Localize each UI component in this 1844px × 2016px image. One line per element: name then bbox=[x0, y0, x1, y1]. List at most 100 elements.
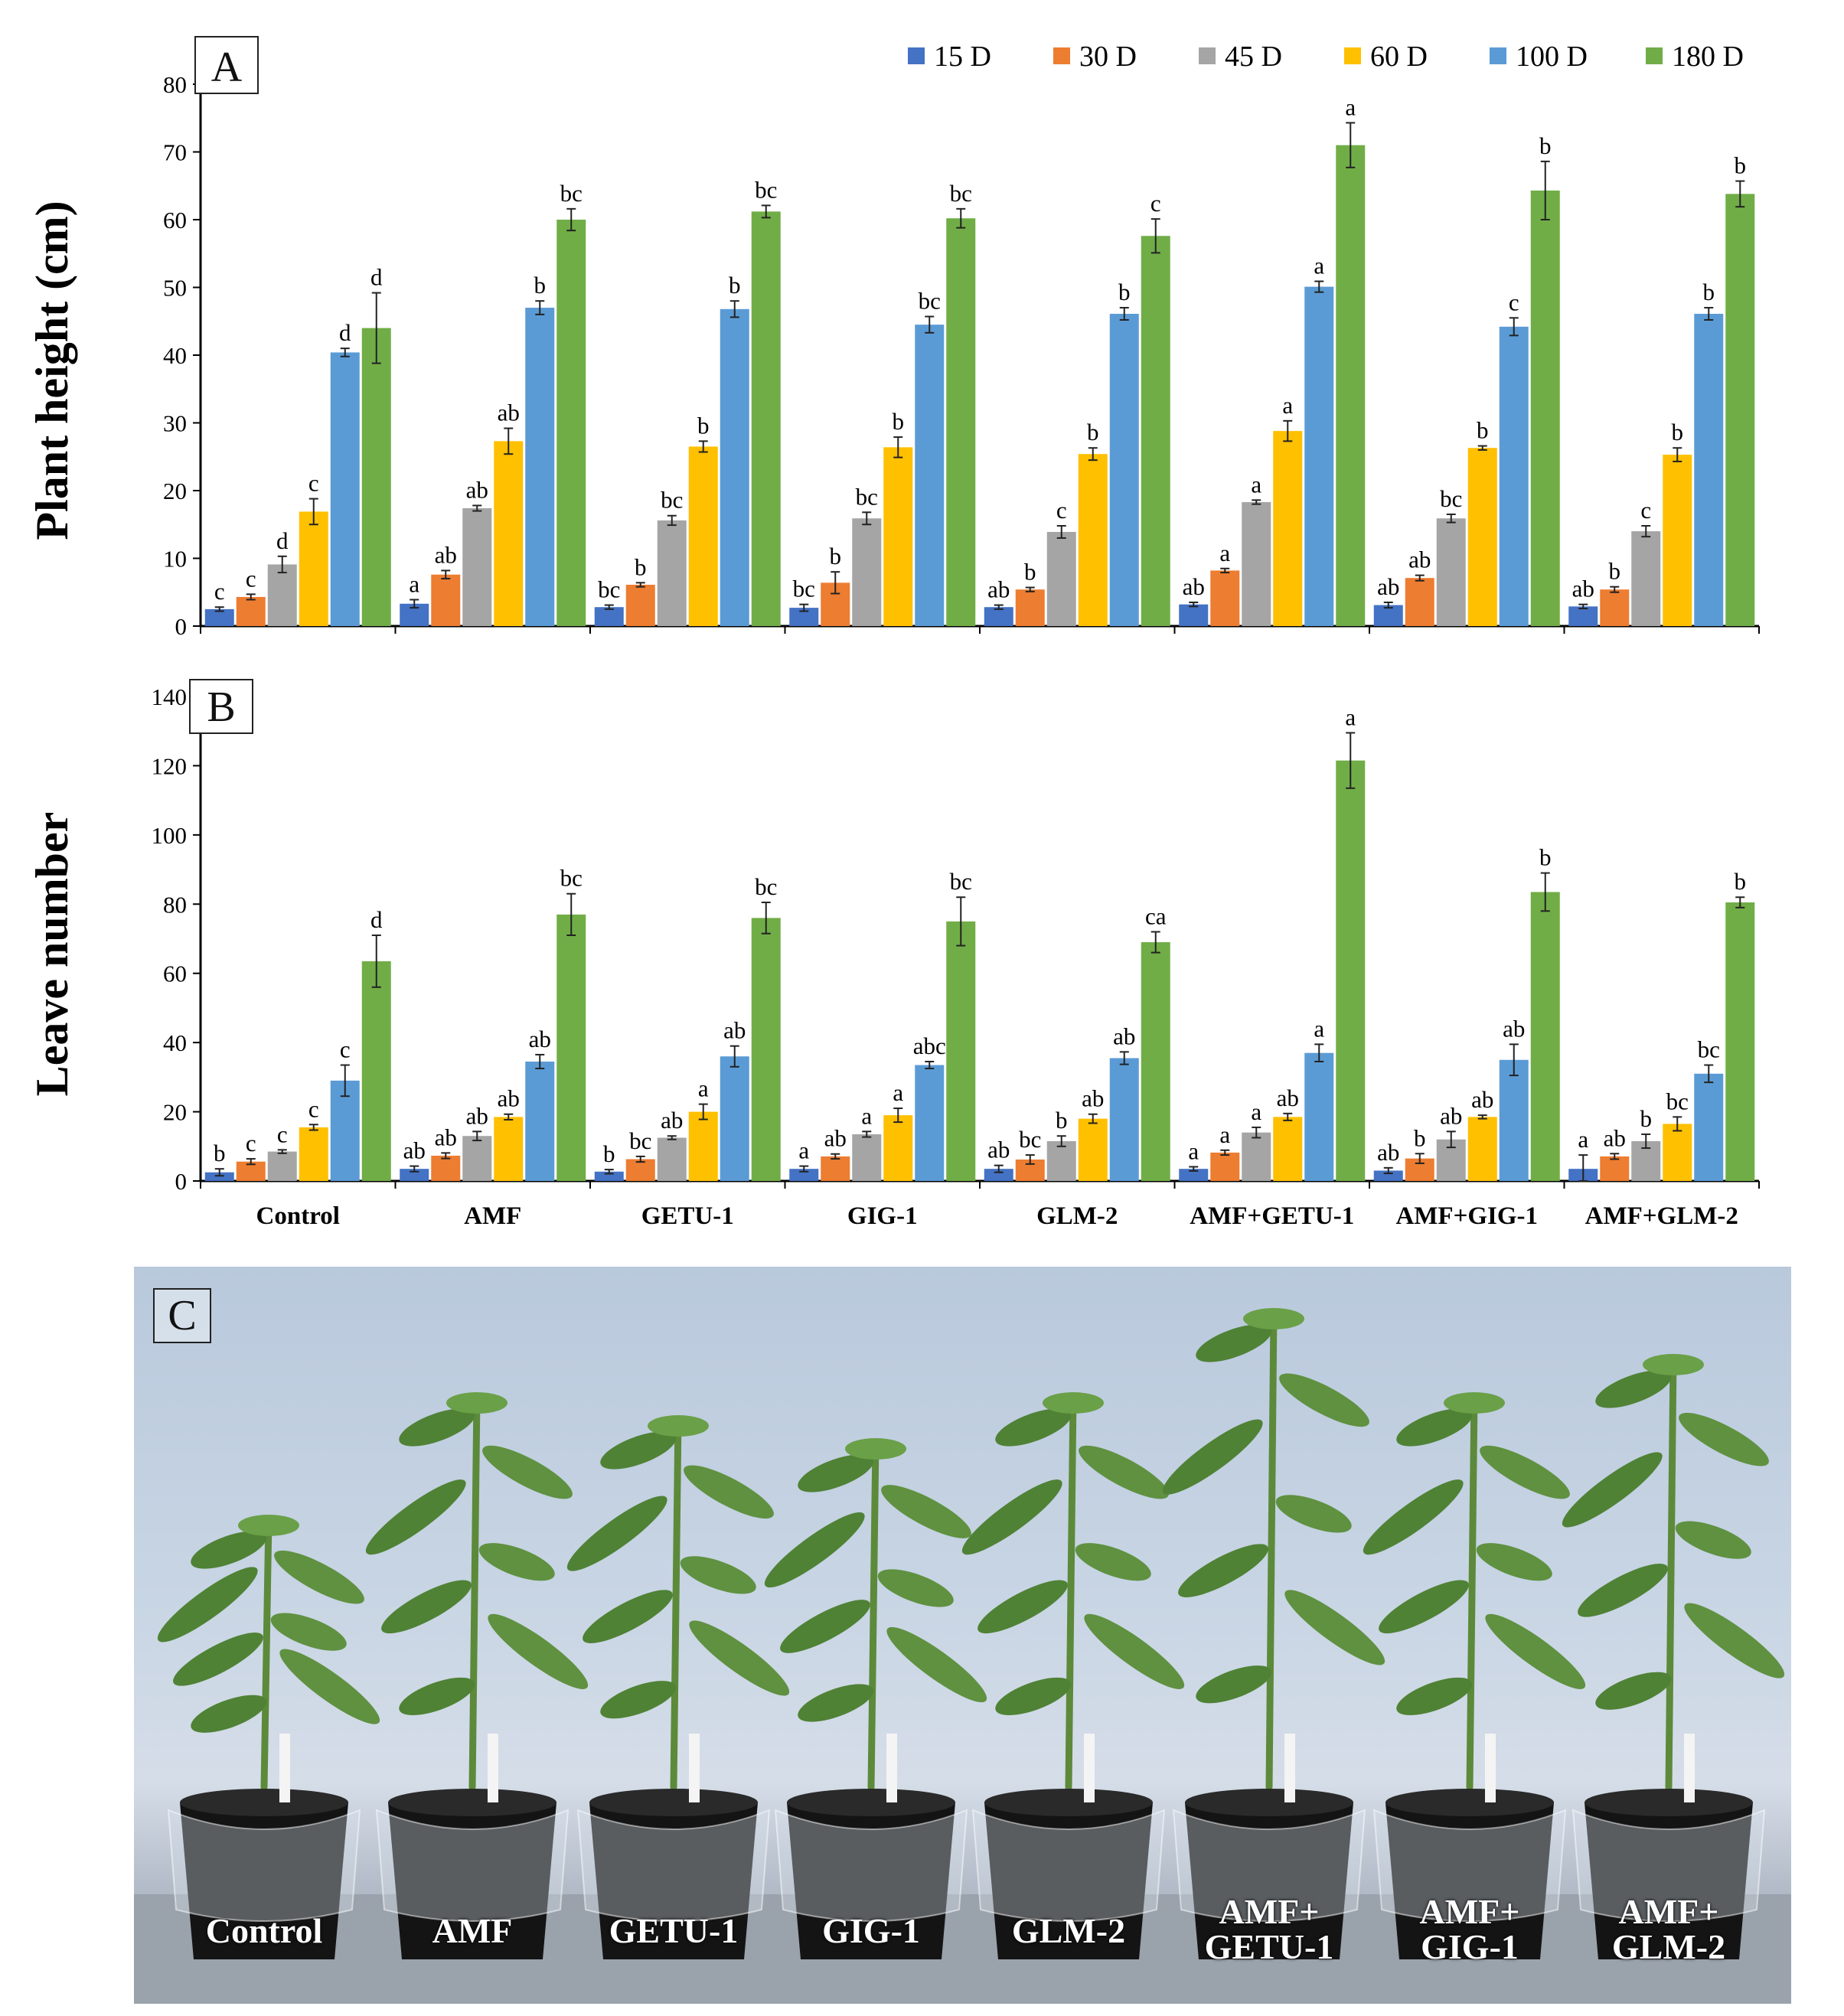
bar bbox=[720, 1056, 749, 1181]
bar bbox=[1530, 190, 1560, 626]
bar bbox=[1663, 1124, 1692, 1181]
bar bbox=[236, 596, 266, 626]
significance-letter: bc bbox=[1440, 485, 1462, 512]
plant-stem bbox=[1065, 1393, 1077, 1791]
y-tick-label: 120 bbox=[152, 752, 188, 779]
plant-stem bbox=[468, 1393, 481, 1791]
significance-letter: c bbox=[1150, 190, 1161, 217]
pot-label-line: GIG-1 bbox=[1421, 1927, 1519, 1966]
pot-label-line: AMF+ bbox=[1419, 1892, 1520, 1931]
bar bbox=[852, 518, 882, 626]
plant-leaf bbox=[680, 1556, 756, 1594]
bar bbox=[462, 508, 492, 626]
pot-label: GIG-1 bbox=[779, 1913, 963, 1949]
plant-leaf bbox=[274, 1550, 364, 1604]
bar bbox=[1141, 236, 1170, 626]
y-tick-label: 0 bbox=[175, 1168, 188, 1195]
legend-swatch bbox=[1199, 47, 1216, 64]
significance-letter: d bbox=[370, 264, 383, 291]
pot-rim bbox=[1585, 1789, 1753, 1816]
plant-leaf bbox=[566, 1496, 667, 1571]
significance-letter: a bbox=[1578, 1126, 1588, 1153]
plant-leaf bbox=[689, 1620, 790, 1696]
significance-letter: b bbox=[1539, 132, 1552, 159]
significance-letter: ab bbox=[529, 1026, 551, 1052]
plant-stem bbox=[1466, 1393, 1478, 1791]
bar bbox=[267, 1151, 297, 1181]
legend-label: 180 D bbox=[1672, 41, 1744, 73]
pot-label: GETU-1 bbox=[582, 1913, 765, 1949]
significance-letter: c bbox=[246, 1130, 256, 1156]
pot-label-line: GIG-1 bbox=[822, 1911, 920, 1950]
plastic-bag bbox=[576, 1809, 771, 1922]
bar bbox=[946, 218, 976, 627]
bar bbox=[1210, 1152, 1240, 1181]
bar bbox=[1304, 1052, 1334, 1181]
x-tick-label: Control bbox=[256, 1202, 340, 1230]
bar bbox=[400, 1169, 429, 1181]
bar bbox=[688, 446, 718, 626]
bar bbox=[984, 1169, 1013, 1181]
plant-leaf bbox=[381, 1580, 472, 1634]
plant-leaf bbox=[488, 1613, 589, 1689]
plant-leaf bbox=[600, 1431, 677, 1470]
bar bbox=[361, 328, 391, 626]
bar bbox=[204, 608, 234, 626]
bar bbox=[720, 308, 749, 626]
plant-leaf bbox=[1396, 1408, 1473, 1447]
pot-label-line: Control bbox=[205, 1911, 323, 1950]
bar bbox=[330, 352, 360, 626]
significance-letter: bc bbox=[598, 576, 620, 603]
pot-rim bbox=[787, 1789, 955, 1816]
significance-letter: ab bbox=[1503, 1015, 1525, 1042]
plant-tag bbox=[1485, 1734, 1496, 1802]
plant-pot bbox=[1585, 1802, 1753, 1959]
significance-letter: bc bbox=[661, 487, 683, 514]
significance-letter: bc bbox=[755, 176, 777, 203]
significance-letter: bc bbox=[755, 873, 777, 900]
plant-leaf bbox=[157, 1567, 258, 1642]
plant-leaf bbox=[173, 1633, 263, 1686]
significance-letter: c bbox=[1509, 289, 1519, 315]
legend-swatch bbox=[908, 47, 925, 64]
legend-swatch bbox=[1646, 47, 1663, 64]
pot-label-line: AMF bbox=[432, 1911, 513, 1950]
plant-pot bbox=[787, 1802, 955, 1959]
plant-leaf bbox=[191, 1695, 267, 1733]
plastic-bag bbox=[774, 1809, 968, 1922]
plant-tag bbox=[1284, 1734, 1295, 1802]
plant-leaf bbox=[961, 1479, 1062, 1555]
plant-leaf bbox=[1578, 1564, 1668, 1617]
pot-label: Control bbox=[172, 1913, 356, 1949]
bar bbox=[915, 325, 945, 626]
bar bbox=[625, 1159, 655, 1181]
significance-letter: bc bbox=[560, 865, 583, 892]
bar bbox=[688, 1111, 718, 1181]
significance-letter: bc bbox=[793, 576, 815, 602]
bar bbox=[1694, 1073, 1724, 1181]
legend-label: 100 D bbox=[1516, 41, 1588, 73]
plant-pot bbox=[984, 1802, 1153, 1959]
significance-letter: abc bbox=[913, 1032, 946, 1059]
significance-letter: a bbox=[893, 1079, 903, 1106]
significance-letter: a bbox=[1219, 1121, 1230, 1148]
bar bbox=[1499, 326, 1529, 626]
plant-leaf bbox=[1196, 1324, 1272, 1362]
significance-letter: b bbox=[729, 272, 741, 298]
plant-pot bbox=[1385, 1802, 1554, 1959]
significance-letter: ab bbox=[1183, 573, 1205, 600]
significance-letter: ab bbox=[1277, 1085, 1299, 1111]
plant-leaf bbox=[270, 1613, 347, 1651]
y-tick-label: 80 bbox=[163, 71, 187, 98]
significance-letter: a bbox=[409, 570, 419, 597]
bar bbox=[330, 1080, 360, 1181]
bar bbox=[594, 1171, 624, 1181]
significance-letter: bc bbox=[950, 180, 972, 207]
plant-leaf bbox=[1444, 1392, 1505, 1414]
bar bbox=[751, 918, 781, 1181]
plant-leaf bbox=[1480, 1445, 1570, 1499]
bar bbox=[1046, 1141, 1076, 1181]
plant-leaf bbox=[684, 1465, 774, 1519]
plastic-bag bbox=[1372, 1809, 1567, 1922]
plant-stem bbox=[1265, 1309, 1278, 1791]
